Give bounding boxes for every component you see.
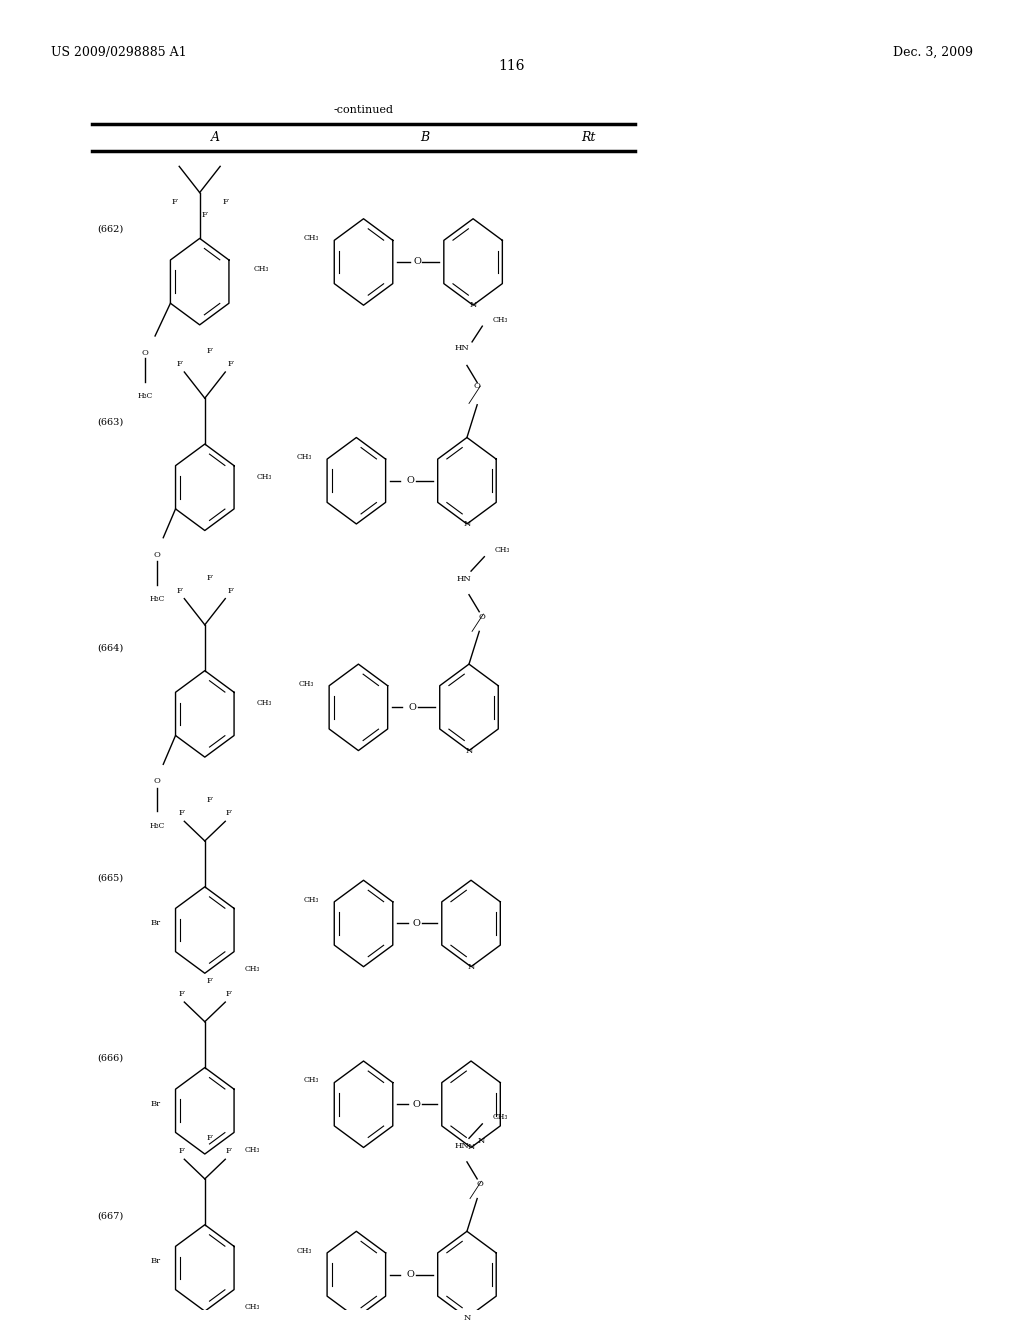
Text: O: O (414, 257, 422, 267)
Text: Br: Br (151, 920, 161, 928)
Text: CH₃: CH₃ (493, 1113, 508, 1122)
Text: O: O (141, 348, 148, 358)
Text: F: F (207, 347, 213, 355)
Text: HN: HN (455, 1142, 469, 1150)
Text: F: F (207, 796, 213, 804)
Text: O: O (413, 1100, 421, 1109)
Text: F: F (178, 990, 184, 998)
Text: F: F (178, 809, 184, 817)
Text: CH₃: CH₃ (493, 315, 508, 323)
Text: CH₃: CH₃ (245, 1303, 260, 1311)
Text: US 2009/0298885 A1: US 2009/0298885 A1 (51, 46, 186, 59)
Text: Br: Br (151, 1258, 161, 1266)
Text: O: O (477, 1180, 483, 1188)
Text: F: F (171, 198, 177, 206)
Text: F: F (227, 586, 233, 595)
Text: O: O (474, 383, 480, 391)
Text: O: O (409, 702, 417, 711)
Text: CH₃: CH₃ (304, 234, 319, 242)
Text: O: O (413, 919, 421, 928)
Text: F: F (225, 809, 231, 817)
Text: CH₃: CH₃ (297, 1247, 312, 1255)
Text: CH₃: CH₃ (299, 680, 314, 688)
Text: F: F (202, 211, 208, 219)
Text: N: N (467, 962, 475, 970)
Text: 116: 116 (499, 59, 525, 73)
Text: F: F (178, 1147, 184, 1155)
Text: N: N (463, 520, 471, 528)
Text: N: N (477, 1137, 485, 1144)
Text: Br: Br (151, 1101, 161, 1109)
Text: (666): (666) (97, 1053, 124, 1063)
Text: O: O (407, 477, 415, 486)
Text: CH₃: CH₃ (254, 264, 269, 272)
Text: HN: HN (457, 576, 471, 583)
Text: (664): (664) (97, 644, 124, 653)
Text: H₃C: H₃C (137, 392, 153, 400)
Text: -continued: -continued (334, 106, 393, 115)
Text: CH₃: CH₃ (257, 700, 272, 708)
Text: O: O (479, 612, 485, 620)
Text: F: F (176, 586, 182, 595)
Text: CH₃: CH₃ (245, 1146, 260, 1154)
Text: (662): (662) (97, 224, 124, 234)
Text: CH₃: CH₃ (257, 473, 272, 480)
Text: F: F (207, 977, 213, 985)
Text: (663): (663) (97, 417, 124, 426)
Text: O: O (154, 550, 161, 558)
Text: F: F (207, 1134, 213, 1142)
Text: CH₃: CH₃ (304, 896, 319, 904)
Text: F: F (227, 360, 233, 368)
Text: H₃C: H₃C (150, 595, 165, 603)
Text: F: F (225, 1147, 231, 1155)
Text: F: F (225, 990, 231, 998)
Text: F: F (207, 574, 213, 582)
Text: N: N (467, 1143, 475, 1151)
Text: O: O (154, 777, 161, 785)
Text: CH₃: CH₃ (245, 965, 260, 973)
Text: N: N (463, 1313, 471, 1320)
Text: CH₃: CH₃ (297, 453, 312, 461)
Text: Rt: Rt (582, 131, 596, 144)
Text: HN: HN (455, 345, 469, 352)
Text: B: B (421, 131, 429, 144)
Text: O: O (407, 1270, 415, 1279)
Text: N: N (469, 301, 477, 309)
Text: F: F (222, 198, 228, 206)
Text: F: F (176, 360, 182, 368)
Text: (665): (665) (97, 873, 124, 882)
Text: CH₃: CH₃ (495, 546, 510, 554)
Text: Dec. 3, 2009: Dec. 3, 2009 (893, 46, 973, 59)
Text: A: A (211, 131, 219, 144)
Text: (667): (667) (97, 1210, 124, 1220)
Text: H₃C: H₃C (150, 822, 165, 830)
Text: N: N (465, 747, 473, 755)
Text: CH₃: CH₃ (304, 1077, 319, 1085)
